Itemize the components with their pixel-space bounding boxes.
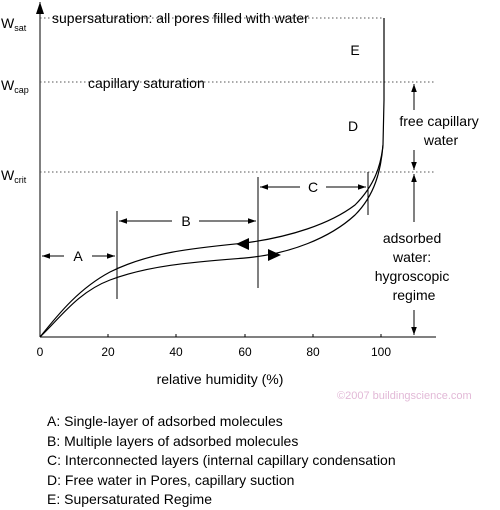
- w-crit-label: Wcrit: [1, 167, 27, 185]
- x-axis-label: relative humidity (%): [157, 371, 284, 387]
- adsorption-arrowhead: [268, 249, 281, 261]
- x-tick-80: 80: [306, 345, 320, 359]
- adsorbed-water-label: adsorbed water: hygroscopic regime: [375, 230, 454, 303]
- w-sat-label: Wsat: [1, 15, 27, 33]
- region-b-label: B: [181, 213, 190, 229]
- region-c-label: C: [308, 179, 318, 195]
- watermark: ©2007 buildingscience.com: [337, 390, 472, 402]
- legend-item-b: B: Multiple layers of adsorbed molecules: [47, 432, 299, 449]
- y-axis-arrowhead: [36, 2, 44, 14]
- desorption-curve: [39, 144, 384, 338]
- region-d-label: D: [348, 118, 358, 134]
- legend-item-e: E: Supersaturated Regime: [47, 491, 212, 507]
- free-water-label: free capillary water: [399, 113, 482, 148]
- x-tick-20: 20: [101, 345, 115, 359]
- x-tick-100: 100: [371, 345, 391, 359]
- legend-item-d: D: Free water in Pores, capillary suctio…: [47, 471, 295, 488]
- w-cap-label: Wcap: [1, 77, 29, 95]
- legend-item-c: C: Interconnected layers (internal capil…: [47, 452, 396, 468]
- adsorption-curve: [39, 18, 385, 338]
- supersaturation-label: supersaturation: all pores filled with w…: [52, 10, 309, 26]
- legend: A: Single-layer of adsorbed molecules B:…: [47, 412, 396, 510]
- legend-item-a: A: Single-layer of adsorbed molecules: [47, 413, 283, 429]
- region-a-label: A: [73, 248, 83, 264]
- x-tick-60: 60: [238, 345, 252, 359]
- x-tick-40: 40: [169, 345, 183, 359]
- x-ticks: [107, 334, 382, 337]
- x-tick-0: 0: [37, 345, 44, 359]
- capillary-saturation-label: capillary saturation: [88, 75, 205, 91]
- region-e-label: E: [350, 42, 359, 58]
- desorption-arrowhead: [236, 238, 249, 250]
